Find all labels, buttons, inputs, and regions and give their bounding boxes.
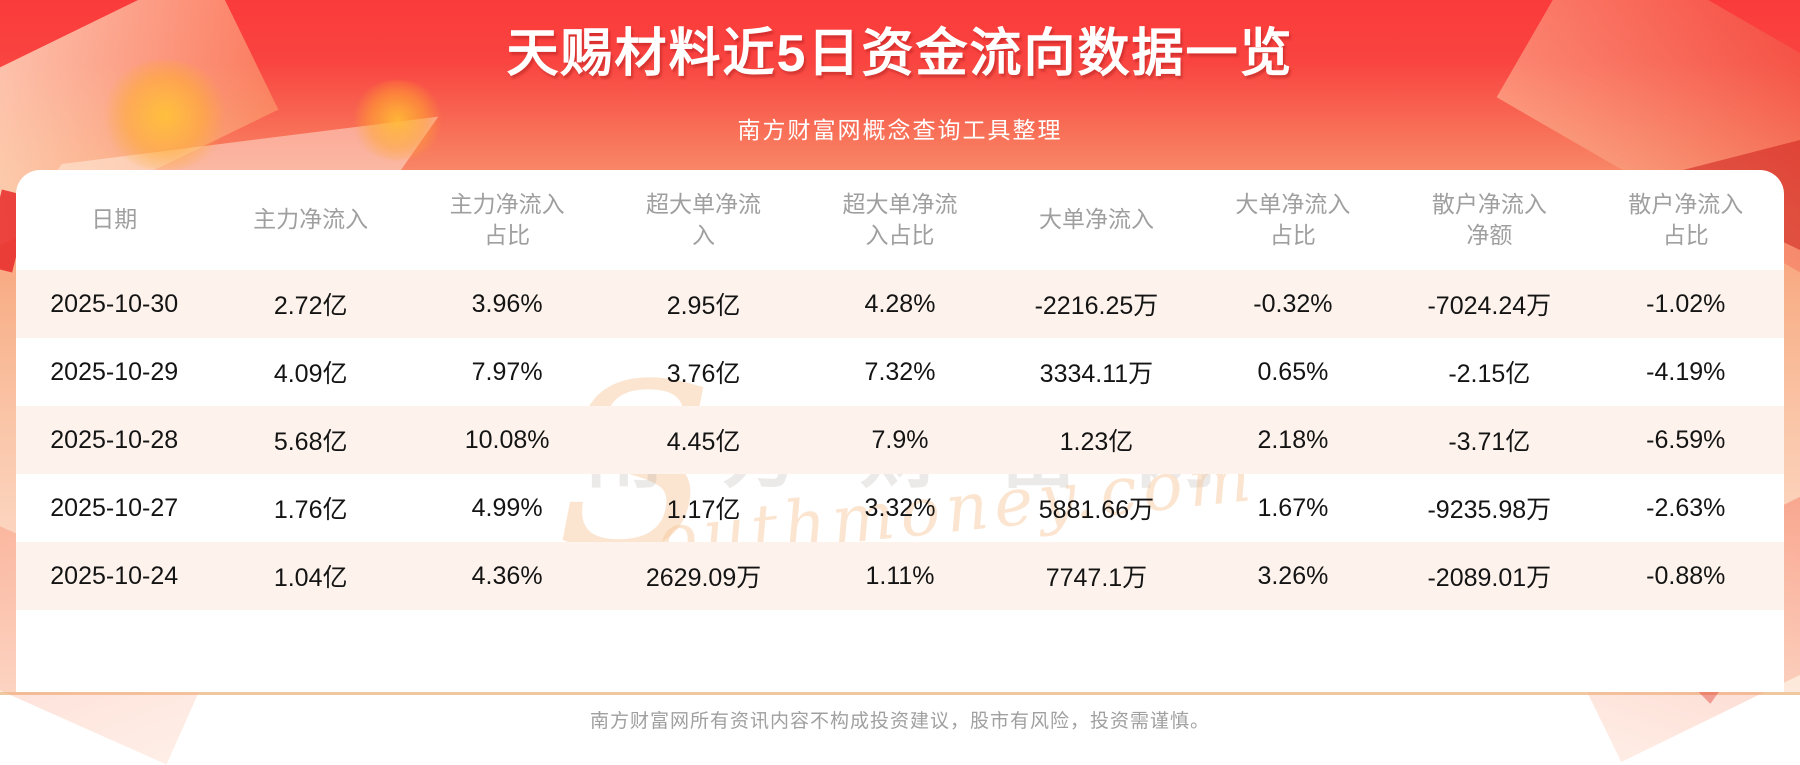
page-subtitle: 南方财富网概念查询工具整理 [737,117,1063,144]
value-cell: 2.18% [1257,425,1329,454]
value-cell: 4.09亿 [273,360,348,388]
value-cell: -7024.24万 [1427,292,1552,320]
value-cell: 4.99% [471,493,543,522]
value-cell: 3.26% [1257,561,1329,590]
value-cell: 5.68亿 [273,428,348,456]
date-cell: 2025-10-29 [50,357,179,386]
date-cell: 2025-10-30 [50,289,179,318]
value-cell: 7747.1万 [1045,564,1148,592]
table-row: 2025-10-30 2.72亿 3.96% 2.95亿 4.28% -2216.25万 -… [16,270,1784,338]
value-cell: 3.96% [471,289,543,318]
value-cell: -0.88% [1646,561,1726,590]
value-cell: -3.71亿 [1448,428,1531,456]
table-header-row: 日期 主力净流入 主力净流入 占比 超大单净流 入 超大单净流 入占比 大单净流入 大单净流… [16,170,1784,270]
table-row: 2025-10-27 1.76亿 4.99% 1.17亿 3.32% 5881.66万 1.… [16,474,1784,542]
value-cell: -2.63% [1646,493,1726,522]
value-cell: 1.11% [865,561,935,590]
value-cell: 1.76亿 [273,496,348,524]
table-row: 2025-10-29 4.09亿 7.97% 3.76亿 7.32% 3334.11万 0.… [16,338,1784,406]
header-cell: 散户净流入 净额 [1431,190,1547,248]
value-cell: 5881.66万 [1038,496,1155,524]
value-cell: 1.17亿 [666,496,741,524]
value-cell: 2629.09万 [645,564,762,592]
value-cell: 3.32% [864,493,936,522]
value-cell: -9235.98万 [1427,496,1552,524]
footer-divider-line [0,692,1800,695]
value-cell: 2.95亿 [666,292,741,320]
value-cell: 4.28% [864,289,936,318]
table-row: 2025-10-28 5.68亿 10.08% 4.45亿 7.9% 1.23亿 2.18%… [16,406,1784,474]
value-cell: 1.23亿 [1059,428,1134,456]
value-cell: 7.32% [864,357,936,386]
value-cell: 7.9% [871,425,929,454]
header-cell: 主力净流入 [253,206,369,233]
value-cell: 3.76亿 [666,360,741,388]
date-cell: 2025-10-28 [50,425,179,454]
value-cell: -2.15亿 [1448,360,1531,388]
value-cell: -1.02% [1646,289,1726,318]
date-cell: 2025-10-24 [50,561,179,590]
footer-disclaimer: 南方财富网所有资讯内容不构成投资建议，股市有风险，投资需谨慎。 [589,711,1210,732]
header-cell: 大单净流入 占比 [1235,190,1351,248]
header-cell: 散户净流入 占比 [1628,190,1744,248]
value-cell: 2.72亿 [273,292,348,320]
header-cell: 超大单净流 入占比 [842,190,958,248]
value-cell: 3334.11万 [1039,360,1154,388]
capital-flow-table: 日期 主力净流入 主力净流入 占比 超大单净流 入 超大单净流 入占比 大单净流入 大单净流… [16,170,1784,610]
header-cell: 超大单净流 入 [646,190,762,248]
value-cell: -2089.01万 [1427,564,1552,592]
table-body: 2025-10-30 2.72亿 3.96% 2.95亿 4.28% -2216.25万 -… [16,270,1784,610]
header-cell: 大单净流入 [1038,206,1154,233]
value-cell: 4.36% [471,561,543,590]
value-cell: -0.32% [1253,289,1333,318]
value-cell: -4.19% [1646,357,1726,386]
value-cell: -6.59% [1646,425,1726,454]
banner: 天赐材料近5日资金流向数据一览 南方财富网概念查询工具整理 [0,0,1800,145]
table-row: 2025-10-24 1.04亿 4.36% 2629.09万 1.11% 7747.1万… [16,542,1784,610]
header-cell: 日期 [91,206,138,233]
header-cell: 主力净流入 占比 [449,190,565,248]
value-cell: 1.04亿 [273,564,348,592]
value-cell: 7.97% [471,357,543,386]
value-cell: -2216.25万 [1034,292,1159,320]
page-title: 天赐材料近5日资金流向数据一览 [506,25,1294,83]
date-cell: 2025-10-27 [50,493,179,522]
value-cell: 1.67% [1257,493,1329,522]
value-cell: 10.08% [464,425,550,454]
value-cell: 4.45亿 [666,428,741,456]
value-cell: 0.65% [1257,357,1329,386]
